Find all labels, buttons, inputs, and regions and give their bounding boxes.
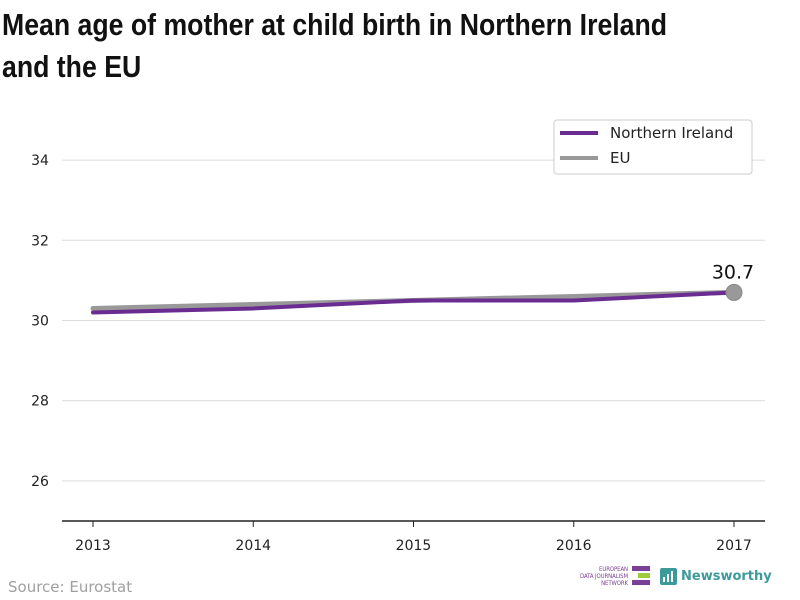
y-axis: 26 28 30 32 34	[31, 153, 49, 490]
source-note: Source: Eurostat	[8, 578, 133, 596]
ejn-logo-bar	[632, 580, 650, 585]
y-tick-label: 28	[31, 394, 49, 410]
legend-label: EU	[610, 149, 630, 167]
ejn-logo: EUROPEAN DATA JOURNALISM NETWORK	[560, 566, 650, 590]
newsworthy-label: Newsworthy	[681, 568, 772, 584]
x-tick-label: 2013	[75, 538, 111, 554]
end-point-marker	[725, 283, 743, 301]
newsworthy-logo: Newsworthy	[660, 566, 772, 586]
legend-label: Northern Ireland	[610, 124, 733, 142]
x-tick-label: 2016	[556, 538, 592, 554]
y-tick-label: 32	[31, 233, 49, 249]
ejn-logo-line: EUROPEAN	[599, 566, 628, 573]
ejn-logo-line: DATA JOURNALISM	[580, 573, 628, 580]
annotation-layer: 30.7	[712, 261, 754, 301]
legend-box	[553, 119, 753, 175]
x-tick-label: 2017	[716, 538, 752, 554]
legend: Northern Ireland EU	[553, 119, 753, 175]
gridlines	[62, 159, 765, 482]
newsworthy-icon	[660, 567, 677, 585]
y-tick-label: 34	[31, 153, 49, 169]
y-tick-label: 30	[31, 314, 49, 330]
ejn-logo-bar	[632, 566, 650, 571]
chart-title: Mean age of mother at child birth in Nor…	[2, 7, 668, 84]
x-axis: 2013 2014 2015 2016 2017	[62, 520, 765, 554]
series-lines	[90, 289, 737, 315]
series-line-northern-ireland	[91, 290, 736, 315]
x-tick-label: 2015	[396, 538, 432, 554]
data-label: 30.7	[712, 261, 754, 283]
ejn-logo-bar	[638, 573, 650, 578]
y-tick-label: 26	[31, 474, 49, 490]
x-tick-label: 2014	[235, 538, 271, 554]
ejn-logo-line: NETWORK	[601, 580, 628, 587]
